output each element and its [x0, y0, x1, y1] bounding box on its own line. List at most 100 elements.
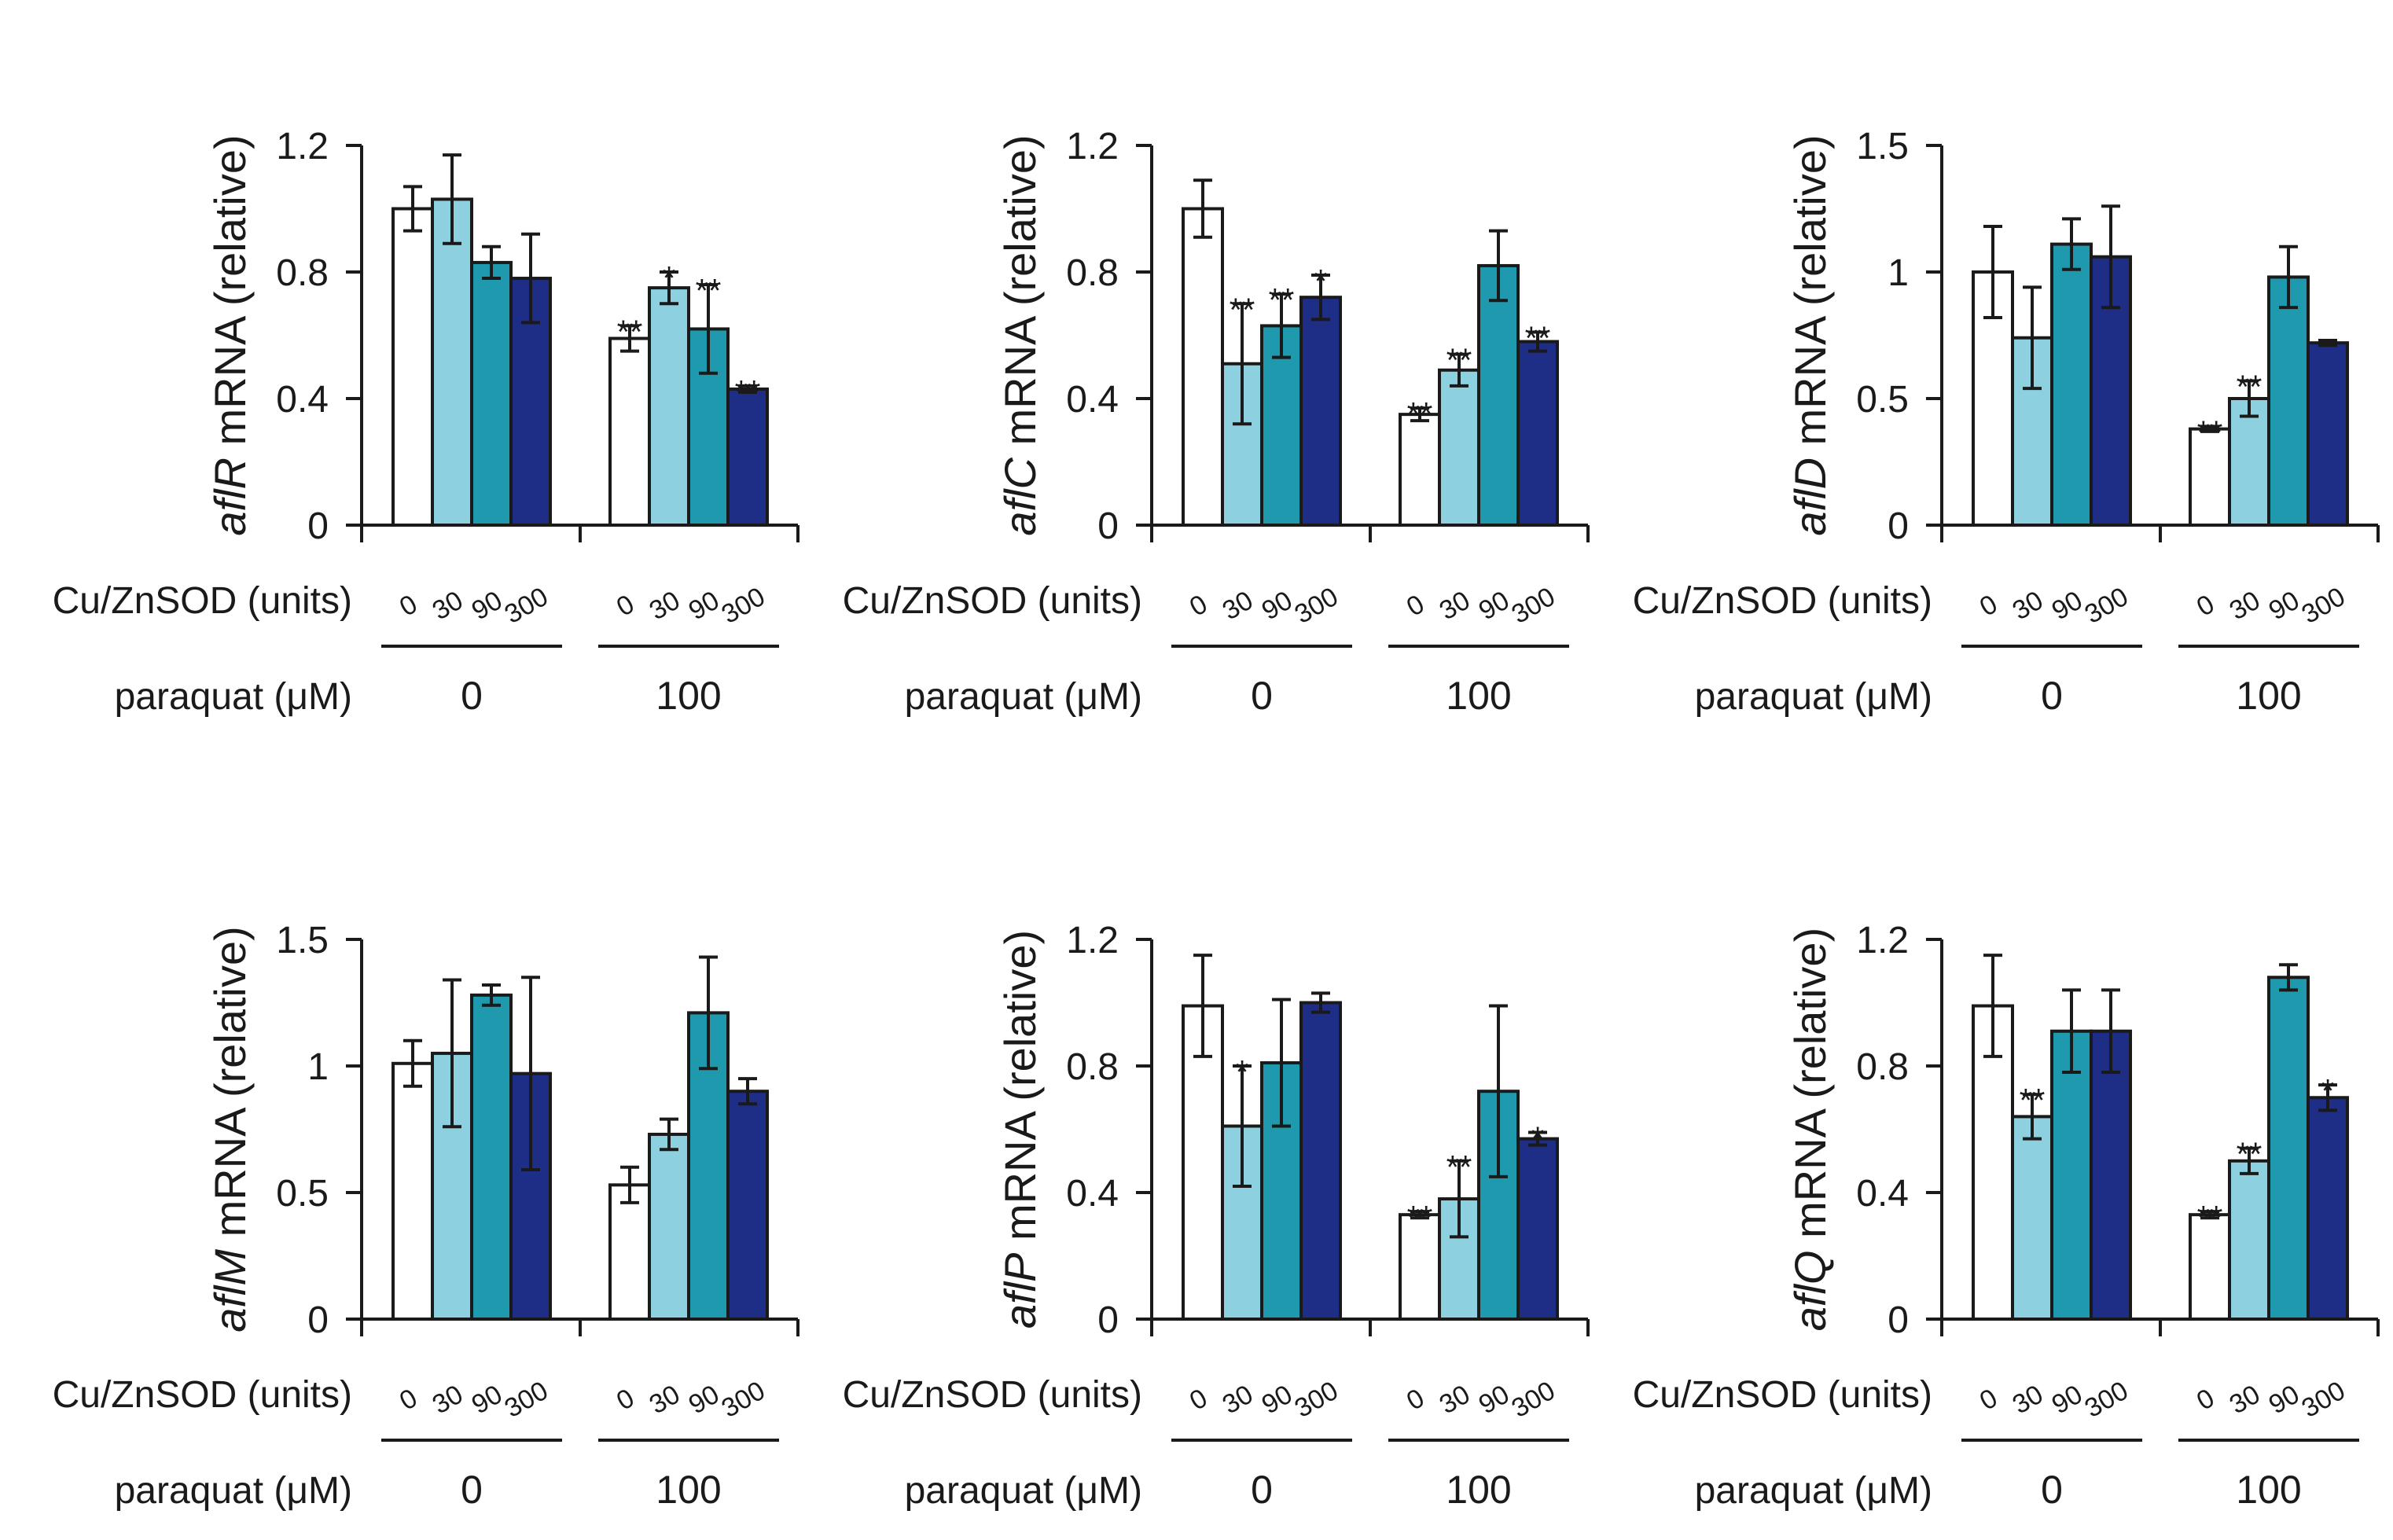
y-tick-label: 0	[1888, 505, 1909, 547]
bar	[1438, 368, 1480, 527]
y-tick-label: 0.5	[1856, 379, 1909, 421]
bar	[648, 286, 690, 527]
bar	[1399, 413, 1441, 527]
significance-label: **	[1230, 291, 1255, 328]
chart-panel-aflP: aflP mRNA (relative)00.40.81.2******Cu/Z…	[843, 920, 1590, 1512]
bar	[1182, 207, 1224, 527]
enzyme-axis-label: Cu/ZnSOD (units)	[843, 1374, 1142, 1416]
cu-level-label: 300	[716, 1376, 770, 1424]
significance-label: **	[2197, 413, 2223, 450]
y-tick-label: 0	[307, 1299, 329, 1341]
significance-label: **	[2020, 1082, 2046, 1119]
cu-level-label: 0	[2192, 589, 2219, 622]
significance-label: **	[696, 272, 722, 309]
enzyme-axis-label: Cu/ZnSOD (units)	[53, 580, 352, 622]
cu-level-label: 30	[428, 586, 469, 627]
paraquat-axis-label: paraquat (μM)	[1695, 1470, 1932, 1512]
bar	[1299, 1001, 1342, 1321]
cu-level-label: 300	[1289, 582, 1343, 630]
cu-level-label: 300	[1289, 1376, 1343, 1424]
y-axis-label: aflR mRNA (relative)	[205, 134, 255, 535]
paraquat-level-label: 100	[656, 674, 721, 718]
y-tick-label: 1.5	[276, 920, 329, 961]
paraquat-level-label: 0	[1251, 1468, 1273, 1512]
cu-level-label: 30	[2008, 1380, 2049, 1421]
gene-name: aflD	[1785, 458, 1835, 536]
bar	[1299, 296, 1342, 527]
cu-level-label: 300	[2079, 582, 2133, 630]
bar	[2090, 1029, 2132, 1321]
bar	[2267, 976, 2310, 1321]
cu-level-label: 30	[2225, 1380, 2266, 1421]
significance-label: **	[2237, 1136, 2263, 1173]
bar	[2050, 1029, 2093, 1321]
y-axis-label-suffix: mRNA (relative)	[1785, 134, 1835, 458]
bar	[2307, 341, 2349, 527]
bar	[726, 1090, 769, 1321]
paraquat-level-label: 100	[1446, 674, 1511, 718]
significance-label: **	[2237, 368, 2263, 405]
cu-level-label: 0	[395, 1383, 422, 1416]
enzyme-axis-label: Cu/ZnSOD (units)	[1633, 1374, 1932, 1416]
chart-panel-aflR: aflR mRNA (relative)00.40.81.2*** ****Cu/…	[53, 126, 800, 718]
cu-level-label: 300	[716, 582, 770, 630]
y-axis-label-suffix: mRNA (relative)	[995, 134, 1045, 458]
enzyme-axis-label: Cu/ZnSOD (units)	[843, 580, 1142, 622]
paraquat-level-label: 100	[656, 1468, 721, 1512]
bar	[470, 260, 513, 527]
cu-level-label: 30	[1218, 1380, 1259, 1421]
paraquat-level-label: 0	[2041, 1468, 2063, 1512]
paraquat-level-label: 0	[1251, 674, 1273, 718]
significance-label: *	[1236, 1053, 1248, 1090]
y-tick-label: 1.5	[1856, 126, 1909, 167]
significance-label: *	[1314, 263, 1327, 300]
cu-level-label: 300	[499, 1376, 553, 1424]
y-tick-label: 0.5	[276, 1173, 329, 1215]
cu-level-label: 0	[612, 1383, 639, 1416]
paraquat-axis-label: paraquat (μM)	[905, 676, 1142, 718]
enzyme-axis-label: Cu/ZnSOD (units)	[53, 1374, 352, 1416]
gene-name: aflQ	[1785, 1251, 1835, 1332]
y-tick-label: 1.2	[276, 126, 329, 167]
cu-level-label: 30	[2008, 586, 2049, 627]
paraquat-level-label: 0	[461, 674, 483, 718]
bar	[1477, 263, 1520, 527]
cu-level-label: 0	[395, 589, 422, 622]
chart-panel-aflM: aflM mRNA (relative) 0 0.5 1 1.5 Cu/ZnSOD (un…	[53, 920, 800, 1512]
cu-level-label: 300	[2079, 1376, 2133, 1424]
significance-label: **	[1525, 319, 1551, 356]
y-axis-label-suffix: mRNA (relative)	[995, 930, 1045, 1253]
significance-label: **	[735, 373, 761, 410]
y-tick-label: 0.4	[276, 379, 329, 421]
paraquat-axis-label: paraquat (μM)	[115, 676, 352, 718]
y-tick-label: 0.8	[1856, 1046, 1909, 1088]
cu-level-label: 30	[645, 1380, 686, 1421]
bar	[2228, 1159, 2270, 1321]
cu-level-label: 0	[1975, 1383, 2002, 1416]
significance-label: *	[2321, 1072, 2334, 1109]
significance-label: **	[1407, 395, 1433, 432]
cu-level-label: 300	[2296, 582, 2350, 630]
enzyme-axis-label: Cu/ZnSOD (units)	[1633, 580, 1932, 622]
paraquat-level-label: 0	[2041, 674, 2063, 718]
cu-level-label: 0	[612, 589, 639, 622]
gene-name: aflM	[205, 1249, 255, 1332]
y-tick-label: 1.2	[1066, 920, 1119, 961]
y-tick-label: 0.4	[1066, 379, 1119, 421]
significance-label: **	[1446, 342, 1472, 379]
bar	[2267, 275, 2310, 527]
bar	[391, 1061, 434, 1321]
y-axis-label: aflM mRNA (relative)	[205, 926, 255, 1332]
bar	[1516, 1137, 1559, 1321]
bar	[608, 1183, 651, 1321]
bar	[1516, 340, 1559, 527]
significance-label: **	[2197, 1199, 2223, 1236]
cu-level-label: 0	[1185, 1383, 1212, 1416]
bar	[470, 993, 513, 1321]
y-axis-label: aflC mRNA (relative)	[995, 134, 1045, 535]
cu-level-label: 300	[2296, 1376, 2350, 1424]
paraquat-level-label: 100	[1446, 1468, 1511, 1512]
paraquat-level-label: 0	[461, 1468, 483, 1512]
cu-level-label: 0	[2192, 1383, 2219, 1416]
